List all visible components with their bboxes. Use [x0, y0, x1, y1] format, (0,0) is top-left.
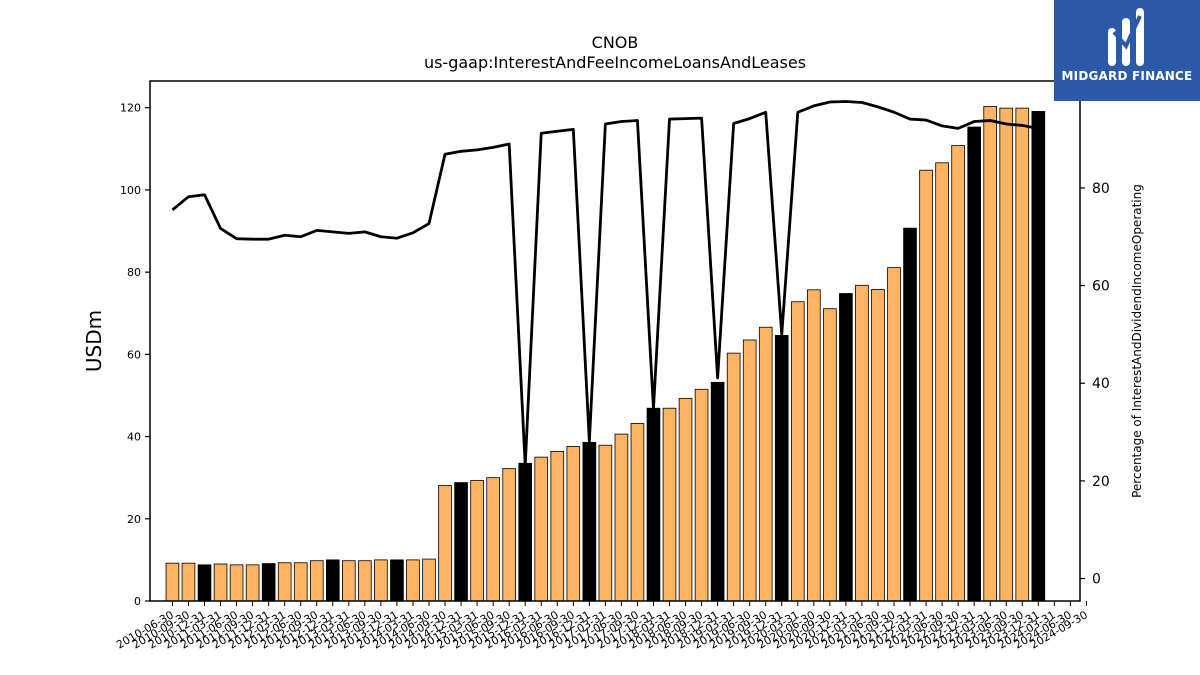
bar [277, 562, 292, 602]
bar [454, 482, 468, 602]
bar [550, 450, 565, 602]
bar [566, 446, 581, 602]
bar [342, 560, 356, 602]
bar [678, 397, 693, 602]
bar [790, 301, 805, 602]
bar [229, 564, 244, 602]
bar [774, 335, 789, 602]
bar [582, 441, 597, 602]
bar [213, 563, 228, 602]
bar [614, 433, 629, 602]
bar [406, 559, 420, 602]
y2-tick-label: 60 [1092, 279, 1110, 295]
bar [534, 456, 549, 602]
bar [855, 284, 869, 602]
bar [1031, 111, 1046, 602]
plot-frame [149, 80, 1081, 602]
bar [823, 308, 837, 602]
y-tick-label: 40 [127, 431, 141, 444]
bar [325, 559, 340, 602]
bar [694, 388, 709, 602]
bars-group [165, 106, 1046, 602]
bar [999, 107, 1014, 602]
brand-name: MIDGARD FINANCE [1061, 69, 1193, 83]
bar [598, 444, 613, 602]
bar [742, 339, 757, 602]
y2-tick-label: 0 [1092, 572, 1101, 588]
bar [903, 227, 917, 602]
bar [502, 468, 516, 602]
bar [630, 423, 645, 602]
bar [165, 562, 180, 602]
bar [983, 106, 998, 602]
y-tick-label: 60 [127, 348, 141, 361]
bar [646, 407, 661, 602]
y2-tick-label: 80 [1092, 181, 1110, 197]
bar [710, 381, 725, 602]
y-axis-label: USDm [82, 310, 106, 372]
chart-subtitle: us-gaap:InterestAndFeeIncomeLoansAndLeas… [424, 53, 806, 72]
bar [293, 562, 308, 602]
axes-group: 0204060801001200204060802010-06-302010-0… [114, 80, 1110, 652]
bar [758, 326, 773, 602]
bar [358, 560, 372, 602]
y-tick-label: 80 [127, 266, 141, 279]
y2-axis-label: Percentage of InterestAndDividendIncomeO… [1130, 184, 1144, 498]
bar [374, 559, 388, 602]
bar [422, 558, 436, 602]
bar [662, 407, 677, 602]
bar [1015, 107, 1030, 602]
y2-tick-label: 40 [1092, 376, 1110, 392]
bar [309, 560, 324, 602]
series-line [171, 100, 1039, 467]
bar [871, 289, 885, 602]
bar [887, 267, 901, 602]
chart-title: CNOB [592, 33, 639, 52]
bar [967, 126, 981, 602]
y2-tick-label: 20 [1092, 474, 1110, 490]
bar [197, 564, 212, 602]
y-tick-label: 0 [134, 595, 141, 608]
bar [839, 293, 853, 602]
brand-logo: MIDGARD FINANCE [1054, 0, 1200, 101]
bar [470, 480, 484, 602]
bar [518, 462, 533, 602]
bar [245, 564, 260, 602]
y-tick-label: 20 [127, 513, 141, 526]
bar [181, 562, 196, 602]
bar [919, 169, 933, 602]
bar [390, 559, 404, 602]
bar [438, 485, 452, 602]
bar [486, 477, 500, 602]
line-group [171, 100, 1039, 467]
y-tick-label: 120 [120, 102, 141, 115]
bar [935, 162, 949, 602]
bar [261, 563, 276, 602]
midgard-logo-icon [1108, 8, 1144, 66]
bar [726, 352, 741, 602]
bar [951, 145, 965, 602]
bar [807, 289, 821, 602]
y-tick-label: 100 [120, 184, 141, 197]
